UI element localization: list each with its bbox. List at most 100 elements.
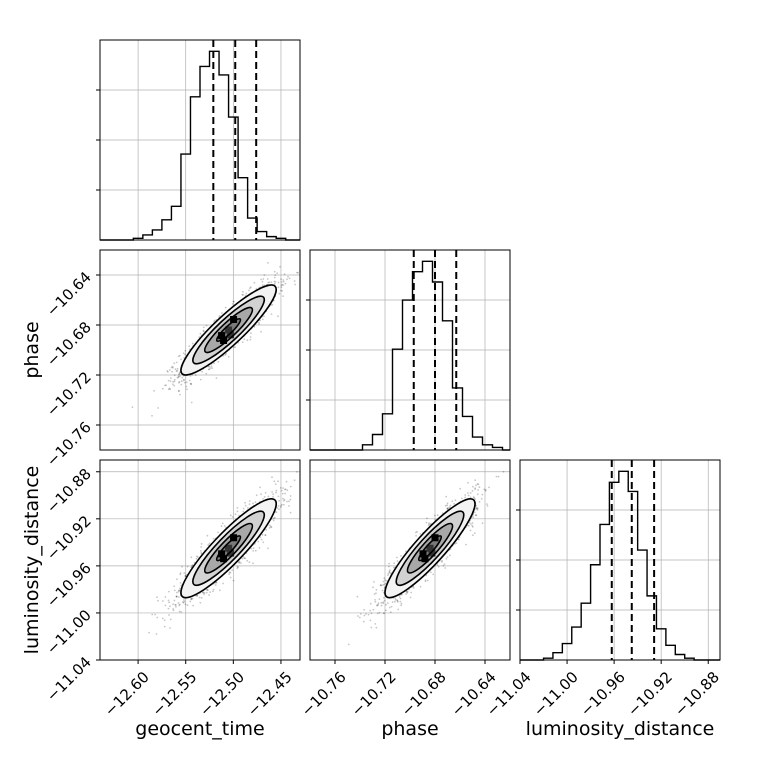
sample-point [202,591,205,594]
sample-point [359,613,362,615]
sample-point [236,510,239,513]
sample-point [475,508,477,510]
sample-point [174,368,177,371]
sample-point [182,352,185,355]
sample-point [372,586,374,589]
sample-point [377,603,379,606]
sample-point [169,627,171,629]
contour-line [203,306,254,354]
sample-point [215,377,218,379]
sample-point [175,595,178,598]
sample-point [415,531,417,534]
sample-point [457,538,460,541]
sample-point [495,475,498,478]
sample-point [244,504,247,507]
sample-point [198,596,201,599]
sample-point [370,612,373,615]
sample-point [176,369,179,372]
sample-point [195,557,198,560]
sample-point [441,559,443,562]
sample-point [428,522,430,524]
sample-point [275,511,278,514]
sample-point [205,324,208,327]
sample-point [252,502,254,505]
sample-point [282,487,284,489]
sample-point [476,493,479,496]
sample-point [474,514,477,517]
sample-point [163,619,166,621]
sample-point [170,377,172,379]
sample-point [206,589,209,592]
sample-point [264,491,267,494]
sample-point [191,564,194,566]
sample-point [154,613,157,616]
sample-point [167,388,170,391]
sample-point [286,500,288,503]
sample-point [471,524,474,527]
sample-point [409,596,412,599]
sample-point [225,352,228,355]
sample-point [171,365,174,368]
sample-point [267,281,270,284]
sample-point [167,379,170,382]
sample-point [214,584,217,586]
sample-point [393,562,396,565]
sample-point [167,607,170,610]
sample-point [474,498,477,500]
sample-point [199,601,202,604]
sample-point [231,569,234,571]
sample-point [293,479,296,482]
sample-point [185,385,188,388]
sample-point [358,616,361,619]
sample-point [477,489,479,491]
sample-point [468,521,471,524]
sample-point [260,493,262,496]
sample-point [208,594,211,596]
sample-point [231,516,234,518]
sample-point [347,643,350,646]
sample-point [176,591,178,594]
sample-point [272,496,274,498]
sample-point [281,503,283,506]
sample-point [277,495,280,498]
sample-point [369,609,372,612]
sample-point [406,590,409,593]
sample-point [265,529,268,531]
sample-point [388,562,390,565]
sample-point [179,393,182,396]
sample-point [178,589,181,592]
sample-point [175,605,177,608]
sample-point [173,589,176,592]
sample-point [275,489,278,492]
sample-point [190,382,193,385]
sample-point [262,497,264,500]
sample-point [481,522,484,525]
sample-point [178,380,181,383]
sample-point [259,536,262,539]
sample-point [151,613,154,616]
sample-point [262,541,265,544]
sample-point [273,276,276,279]
sample-point [451,500,454,503]
sample-point [393,566,395,569]
sample-point [155,633,158,635]
sample-point [398,596,401,598]
sample-point [377,602,380,604]
sample-point [249,338,252,341]
sample-point [173,585,176,588]
sample-point [200,551,203,554]
sample-point [473,532,476,534]
sample-point [156,616,159,619]
sample-point [279,506,282,508]
sample-point [387,574,389,576]
sample-point [282,280,285,283]
sample-point [283,498,286,501]
sample-point [183,572,186,575]
sample-point [296,271,298,274]
sample-point [252,562,254,565]
sample-point [169,380,172,382]
sample-point [387,572,390,575]
sample-point [261,284,264,286]
sample-point [474,487,477,489]
